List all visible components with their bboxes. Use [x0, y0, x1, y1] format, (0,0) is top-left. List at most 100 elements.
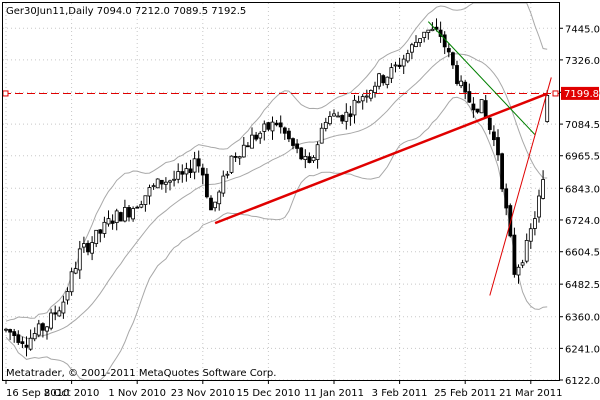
candle-body: [377, 73, 382, 87]
candle: [537, 189, 541, 223]
hline-anchor-right: [552, 90, 559, 97]
candle-body: [159, 179, 164, 185]
candle: [422, 31, 427, 43]
candle-body: [77, 248, 82, 271]
x-tick-label: 1 Nov 2010: [108, 388, 166, 399]
candle-body: [422, 31, 427, 38]
candle-body: [414, 41, 418, 48]
candle: [504, 183, 509, 216]
candle: [360, 93, 365, 110]
candle-body: [225, 173, 230, 176]
price-tag-value: 7199.8: [564, 89, 599, 100]
candle-body: [233, 156, 238, 158]
candle: [131, 206, 136, 222]
candle: [82, 236, 86, 253]
candle: [123, 199, 127, 223]
candle-body: [28, 337, 33, 350]
y-tick-label: 6482.5: [565, 280, 600, 291]
candle-body: [327, 116, 332, 125]
y-tick-label: 6843.0: [565, 184, 600, 195]
candle: [512, 227, 517, 278]
candle-body: [307, 156, 312, 163]
candle-body: [229, 155, 234, 173]
x-tick-label: 21 Mar 2011: [499, 388, 562, 399]
candle: [520, 259, 525, 269]
candle: [147, 184, 152, 205]
candle: [159, 179, 164, 190]
candle-body: [135, 206, 140, 209]
candle-body: [467, 91, 472, 103]
candle-body: [405, 53, 410, 62]
price-tag-box: [561, 86, 599, 100]
candle-body: [200, 167, 205, 176]
candle: [368, 89, 373, 102]
candle: [336, 111, 341, 118]
candle-body: [409, 44, 414, 53]
bollinger-middle-line: [5, 53, 548, 339]
candle-body: [364, 95, 369, 98]
candle: [450, 51, 455, 69]
candle-body: [266, 122, 271, 130]
candle-body: [118, 212, 123, 222]
candle: [471, 97, 476, 118]
candle: [45, 326, 49, 340]
candle: [8, 328, 13, 341]
candle: [258, 131, 263, 144]
trendline-red: [214, 92, 548, 225]
candle: [168, 179, 172, 191]
candle-body: [114, 210, 119, 224]
candle-body: [131, 208, 136, 220]
candle-body: [86, 242, 90, 253]
candle-body: [389, 67, 394, 79]
candle: [479, 99, 484, 114]
candle: [307, 152, 312, 164]
candle-body: [491, 131, 496, 141]
candle: [381, 74, 386, 86]
candle: [217, 189, 222, 211]
candle-body: [258, 132, 263, 139]
candle-body: [516, 266, 521, 276]
candle: [12, 328, 17, 343]
candle: [53, 305, 58, 321]
candle-body: [299, 147, 304, 160]
y-tick-label: 7084.5: [565, 120, 600, 131]
candle: [455, 60, 459, 86]
candle-body: [12, 331, 17, 337]
candle-body: [282, 127, 287, 134]
candle: [250, 127, 254, 149]
candle: [475, 108, 480, 114]
candle: [508, 203, 513, 238]
candle: [274, 119, 279, 127]
candle: [533, 211, 537, 236]
candle-body: [356, 100, 361, 104]
candle-body: [90, 242, 94, 254]
candle-body: [500, 153, 505, 190]
candle-body: [545, 94, 550, 122]
candle: [516, 264, 521, 284]
candle: [213, 201, 218, 212]
candle-body: [393, 64, 398, 67]
candle: [405, 49, 410, 64]
x-tick-label: 8 Oct 2010: [44, 388, 99, 399]
candle-body: [401, 58, 406, 67]
candle: [32, 327, 37, 342]
candle-body: [213, 201, 218, 209]
candle-body: [49, 312, 53, 329]
candle: [385, 76, 390, 89]
candle-body: [254, 134, 259, 140]
x-tick-label: 23 Nov 2010: [171, 388, 235, 399]
y-tick-label: 6360.0: [565, 313, 600, 324]
candle-body: [176, 171, 181, 180]
candle-body: [311, 157, 316, 162]
candle: [254, 131, 259, 142]
candle: [426, 29, 431, 40]
candle: [311, 155, 316, 164]
candle-body: [397, 64, 402, 67]
candle-body: [319, 127, 324, 144]
candle-body: [471, 103, 476, 111]
candle-body: [8, 329, 13, 333]
candle: [155, 178, 160, 189]
candle-body: [340, 115, 345, 122]
